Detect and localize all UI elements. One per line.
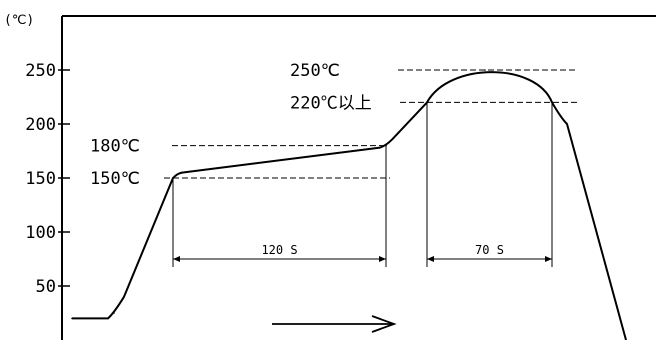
label-temp-250: 250℃ xyxy=(290,61,340,81)
profile-point-11 xyxy=(566,123,568,125)
dim-line-peak-arrow-right xyxy=(545,256,552,262)
y-tick-label-200: 200 xyxy=(25,115,56,135)
label-temp-220: 220℃以上 xyxy=(290,93,372,113)
profile-point-4 xyxy=(172,177,174,179)
profile-point-1 xyxy=(107,317,109,320)
label-temp-180: 180℃ xyxy=(90,137,140,157)
profile-point-5 xyxy=(181,171,183,174)
temperature-curve-group xyxy=(71,69,627,340)
dim-line-preheat-arrow-right xyxy=(379,256,386,262)
profile-point-8 xyxy=(484,69,486,71)
profile-point-3 xyxy=(123,296,125,298)
profile-point-10 xyxy=(551,101,553,104)
annotation-labels: 250℃ 220℃以上 180℃ 150℃ xyxy=(90,61,372,189)
y-ticks: 50 100 150 200 250 xyxy=(25,61,70,297)
duration-dimensions: 120 S 70 S xyxy=(173,243,552,262)
dim-label-peak: 70 S xyxy=(475,243,504,257)
profile-point-9 xyxy=(517,69,519,71)
profile-point-7 xyxy=(426,101,428,104)
dim-line-peak-arrow-left xyxy=(427,256,434,262)
profile-point-6 xyxy=(385,144,387,147)
time-arrow-head xyxy=(371,315,397,333)
y-tick-label-250: 250 xyxy=(25,61,56,81)
reference-lines xyxy=(164,69,578,267)
dim-line-preheat-arrow-left xyxy=(173,256,180,262)
y-tick-label-150: 150 xyxy=(25,169,56,189)
profile-point-0 xyxy=(71,317,73,320)
dim-label-preheat: 120 S xyxy=(261,243,297,257)
time-arrow-group xyxy=(272,315,397,333)
y-tick-label-100: 100 xyxy=(25,223,56,243)
y-unit-label: (℃) xyxy=(4,13,34,28)
label-temp-150: 150℃ xyxy=(90,169,140,189)
profile-point-2 xyxy=(113,312,115,314)
y-tick-label-50: 50 xyxy=(36,277,56,297)
